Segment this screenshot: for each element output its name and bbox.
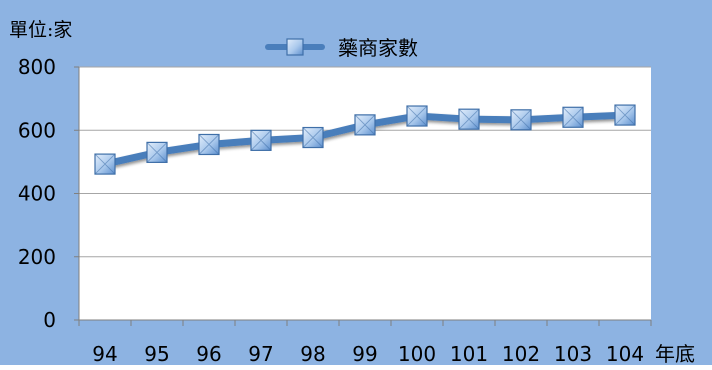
data-point — [146, 141, 168, 163]
x-tick-label: 95 — [144, 342, 169, 365]
x-tick-labels: 94 95 96 97 98 99 100 101 102 103 104 — [92, 342, 644, 366]
series-layer — [94, 104, 636, 175]
x-tick-label: 94 — [92, 342, 117, 365]
marker-cross — [614, 104, 636, 126]
y-tick-label: 0 — [43, 308, 56, 332]
marker-cross — [146, 142, 168, 163]
marker-cross — [562, 106, 584, 128]
data-point — [406, 105, 428, 127]
data-point — [614, 104, 636, 126]
data-point — [562, 106, 584, 128]
legend: 藥商家數 — [265, 36, 418, 60]
x-unit-label: 年底 — [655, 342, 695, 365]
y-unit-label: 單位:家 — [9, 19, 72, 41]
y-tick-label: 800 — [18, 55, 56, 79]
x-tick-label: 101 — [450, 342, 488, 365]
data-point — [94, 153, 116, 175]
marker-cross — [302, 127, 324, 148]
data-point — [510, 109, 532, 131]
x-tick-label: 98 — [300, 342, 325, 365]
x-tick-label: 100 — [398, 342, 436, 365]
axes — [74, 66, 652, 326]
marker-cross — [458, 108, 480, 130]
x-tick-label: 97 — [248, 342, 273, 365]
marker-cross — [510, 109, 532, 131]
legend-series-name: 藥商家數 — [338, 36, 418, 60]
marker-cross — [94, 153, 116, 175]
data-point — [250, 129, 272, 151]
x-tick-label: 99 — [352, 342, 377, 365]
data-point — [458, 108, 480, 130]
y-tick-label: 200 — [18, 245, 56, 269]
marker-cross — [198, 134, 220, 155]
data-point — [198, 133, 220, 156]
x-tick-label: 96 — [196, 342, 221, 365]
x-tick-label: 104 — [606, 342, 644, 365]
x-tick-label: 102 — [502, 342, 540, 365]
data-point — [354, 114, 376, 136]
marker-cross — [354, 114, 376, 136]
y-tick-labels: 0 200 400 600 800 — [18, 55, 56, 332]
data-point — [302, 126, 324, 149]
y-tick-label: 400 — [18, 182, 56, 206]
y-tick-label: 600 — [18, 118, 56, 142]
marker-cross — [250, 130, 272, 151]
x-tick-label: 103 — [554, 342, 592, 365]
legend-marker-swatch — [286, 38, 304, 56]
marker-cross — [406, 105, 428, 127]
